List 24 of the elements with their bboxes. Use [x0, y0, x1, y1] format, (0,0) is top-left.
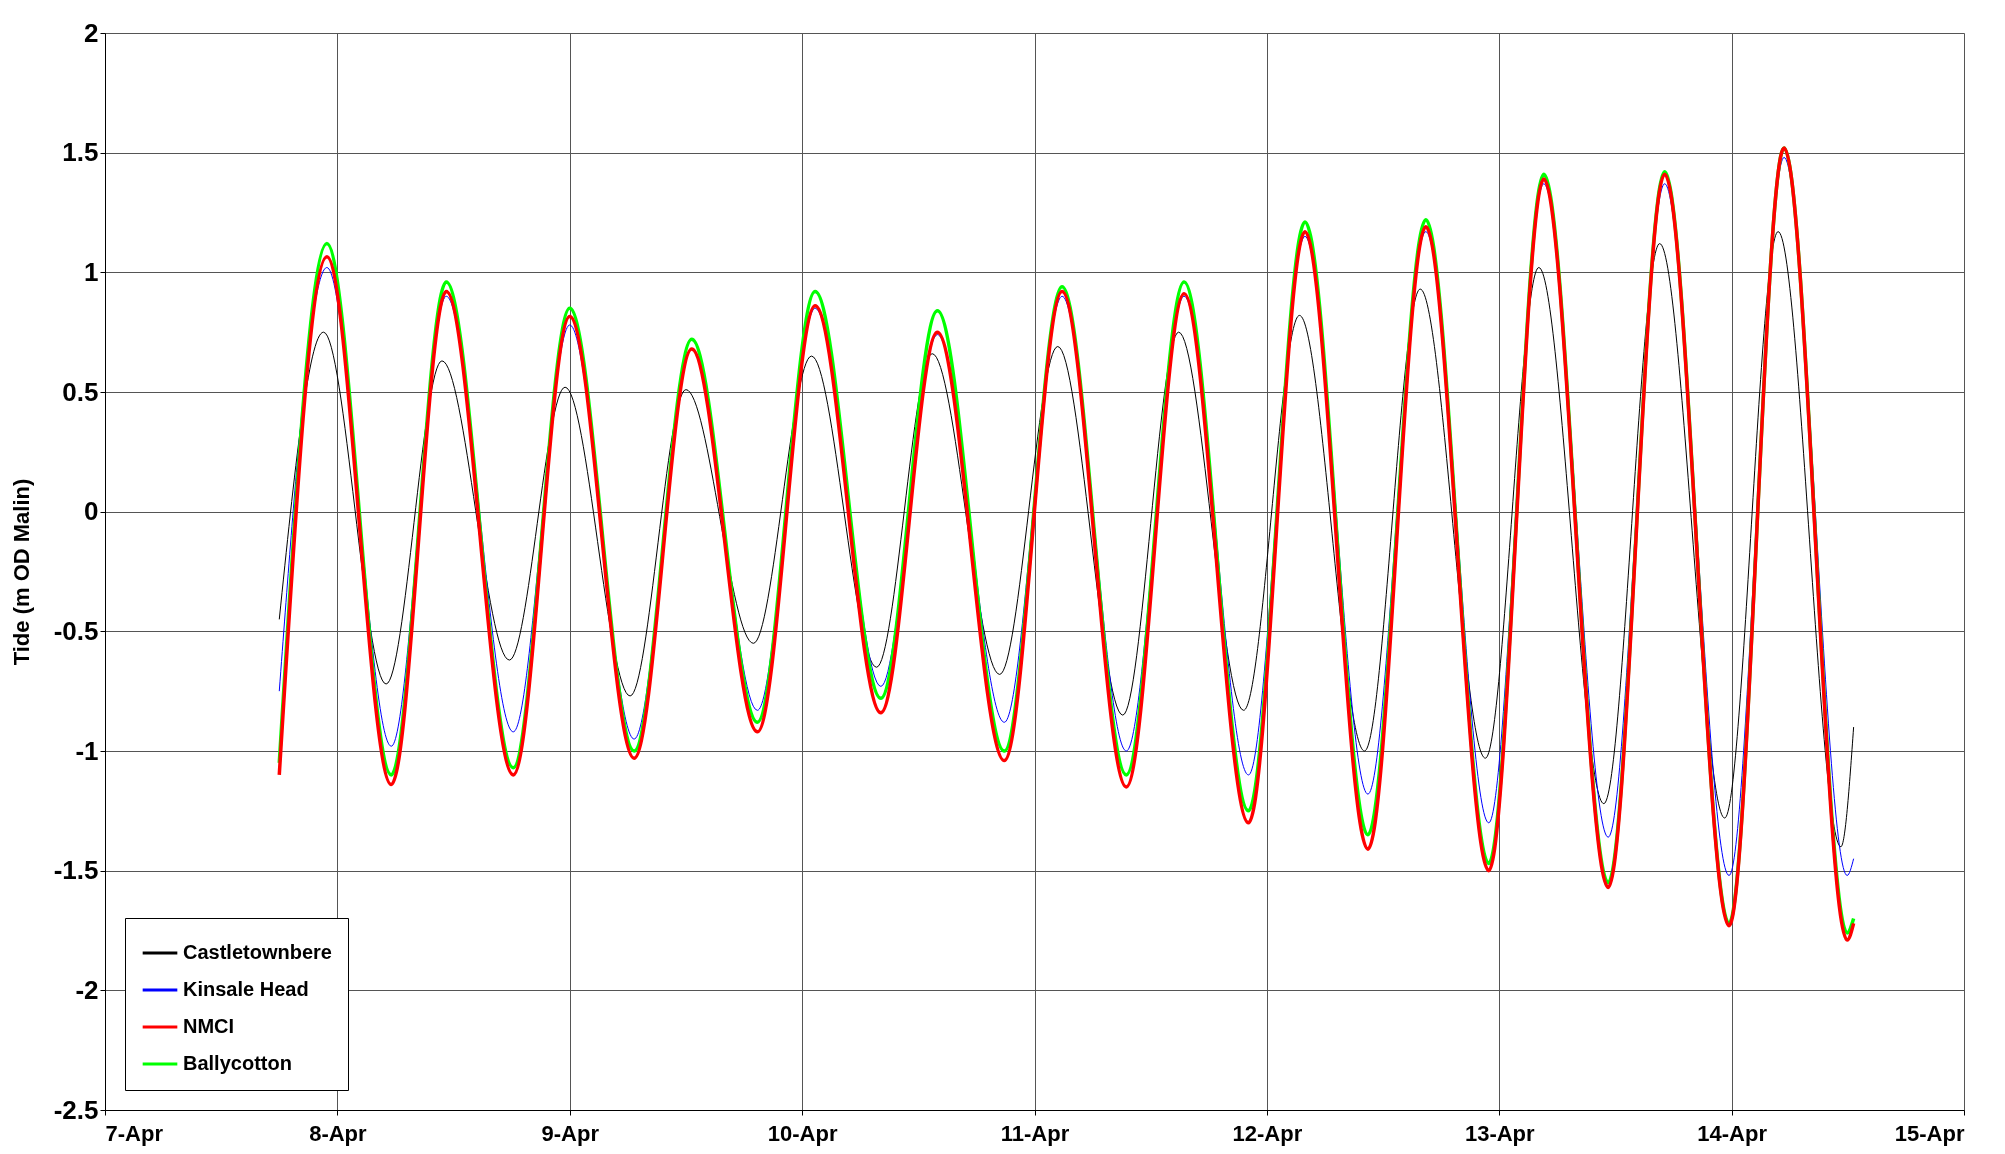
- x-tick-label: 12-Apr: [1232, 1120, 1303, 1146]
- x-tick-label: 8-Apr: [309, 1120, 368, 1146]
- legend-label: Castletownbere: [183, 941, 332, 963]
- y-tick-label: 2: [84, 17, 99, 48]
- y-tick-label: -1.5: [53, 855, 99, 886]
- x-tick-label: 15-Apr: [1894, 1120, 1965, 1146]
- x-tick-label: 13-Apr: [1464, 1120, 1536, 1146]
- y-tick-label: -2: [75, 974, 99, 1005]
- y-tick-label: 0.5: [62, 376, 99, 407]
- legend-label: Kinsale Head: [183, 978, 309, 1000]
- x-tick-label: 11-Apr: [1000, 1120, 1070, 1146]
- x-tick-label: 9-Apr: [541, 1120, 600, 1146]
- x-tick-label: 14-Apr: [1697, 1120, 1768, 1146]
- y-tick-label: -1: [75, 735, 99, 766]
- legend-label: NMCI: [183, 1015, 235, 1037]
- y-tick-label: -2.5: [53, 1094, 99, 1125]
- y-axis-title: Tide (m OD Malin): [8, 478, 34, 666]
- y-tick-label: 0: [84, 496, 99, 527]
- legend-label: Ballycotton: [183, 1052, 292, 1074]
- y-tick-label: -0.5: [53, 615, 99, 646]
- x-tick-label: 10-Apr: [767, 1120, 838, 1146]
- y-tick-label: 1.5: [62, 137, 99, 168]
- x-tick-label: 7-Apr: [105, 1120, 164, 1146]
- y-tick-label: 1: [84, 256, 99, 287]
